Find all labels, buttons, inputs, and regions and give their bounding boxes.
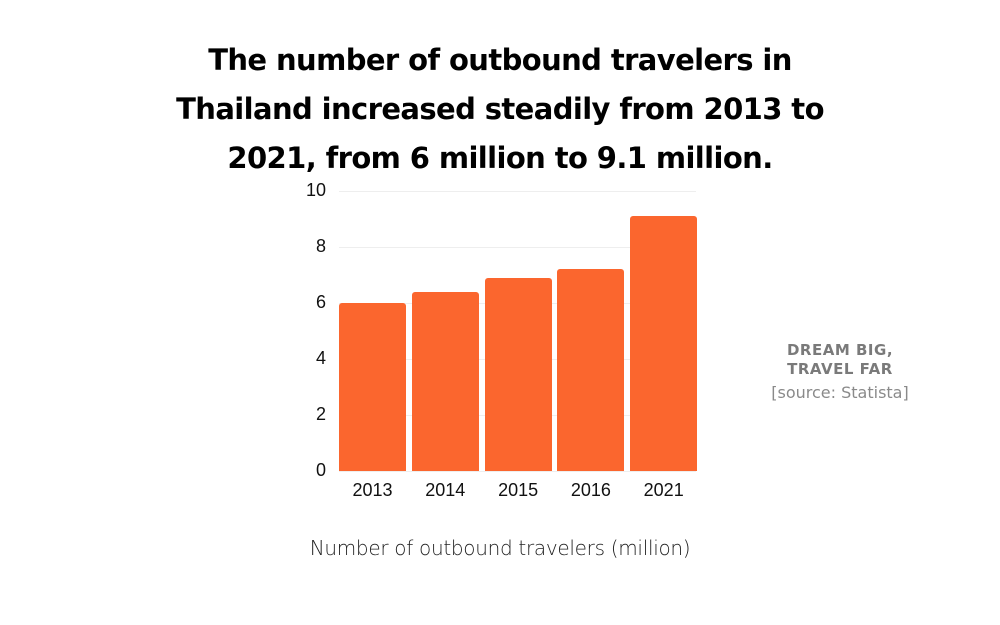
title-line-1: The number of outbound travelers in (208, 43, 792, 77)
x-tick-label: 2016 (570, 480, 611, 500)
title-line-3: 2021, from 6 million to 9.1 million. (227, 141, 773, 175)
x-tick-label: 2014 (425, 480, 466, 500)
x-axis-label: Number of outbound travelers (million) (309, 536, 691, 560)
gridline (339, 471, 696, 472)
x-tick-label: 2015 (498, 480, 539, 500)
y-tick-label: 0 (315, 460, 326, 480)
tagline-line-1: DREAM BIG, (786, 341, 894, 359)
gridline (339, 247, 696, 248)
title-line-2: Thailand increased steadily from 2013 to (176, 92, 824, 126)
bar-2014 (411, 291, 479, 471)
gridline (339, 191, 696, 192)
x-tick-label: 2013 (352, 480, 393, 500)
bar-2015 (484, 277, 552, 471)
y-tick-label: 4 (315, 348, 326, 368)
bar-2016 (557, 269, 625, 471)
bar-2021 (630, 216, 698, 471)
bar-2013 (339, 303, 406, 471)
y-tick-label: 8 (315, 236, 326, 256)
side-note: DREAM BIG, TRAVEL FAR [source: Statista] (740, 341, 940, 402)
source-note: [source: Statista] (771, 383, 909, 402)
y-tick-label: 2 (315, 404, 326, 424)
chart-title: The number of outbound travelers in Thai… (100, 36, 900, 183)
y-tick-label: 6 (315, 292, 326, 312)
x-tick-label: 2021 (643, 480, 684, 500)
tagline-line-2: TRAVEL FAR (787, 360, 893, 378)
tagline: DREAM BIG, TRAVEL FAR (740, 341, 940, 379)
y-tick-label: 10 (305, 180, 326, 200)
